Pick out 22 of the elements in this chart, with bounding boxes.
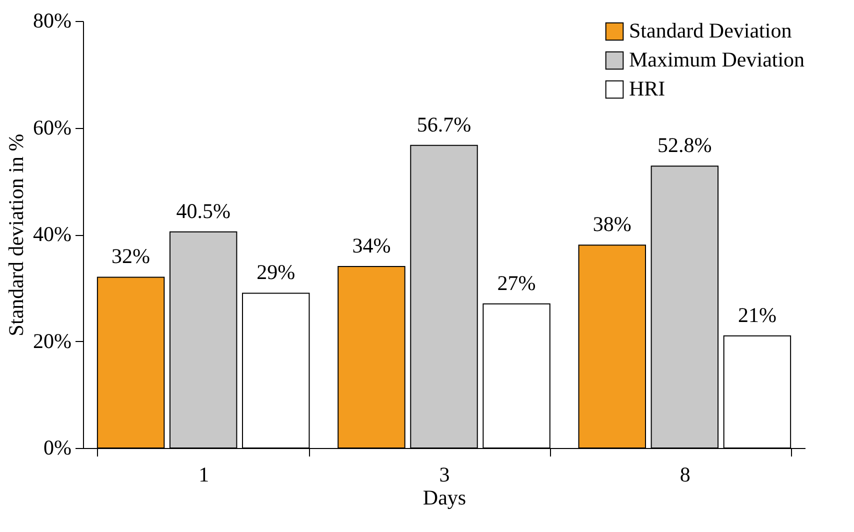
data-label: 56.7% bbox=[416, 112, 472, 136]
data-label: 52.8% bbox=[658, 133, 712, 158]
y-tick-label: 60% bbox=[33, 115, 72, 140]
x-tick-label: 3 bbox=[439, 462, 450, 486]
x-tick-label: 1 bbox=[198, 462, 210, 486]
legend-label: Maximum Deviation bbox=[629, 48, 806, 72]
x-axis-title: Days bbox=[422, 486, 466, 510]
y-axis-title: Standard deviation in % bbox=[4, 134, 28, 336]
legend-label: Standard Deviation bbox=[629, 18, 792, 42]
data-label: 38% bbox=[592, 212, 632, 236]
x-tick-label: 8 bbox=[680, 462, 690, 486]
y-tick-label: 40% bbox=[33, 222, 72, 246]
y-tick-label: 0% bbox=[44, 436, 72, 460]
data-label: 27% bbox=[497, 270, 536, 295]
data-label: 32% bbox=[112, 244, 150, 268]
y-tick-label: 80% bbox=[33, 8, 72, 32]
legend-label: HRI bbox=[629, 76, 666, 100]
y-tick-label: 20% bbox=[33, 328, 72, 353]
data-label: 29% bbox=[256, 260, 296, 284]
data-label: 21% bbox=[738, 302, 776, 327]
data-label: 40.5% bbox=[176, 198, 230, 223]
data-label: 34% bbox=[352, 234, 391, 258]
